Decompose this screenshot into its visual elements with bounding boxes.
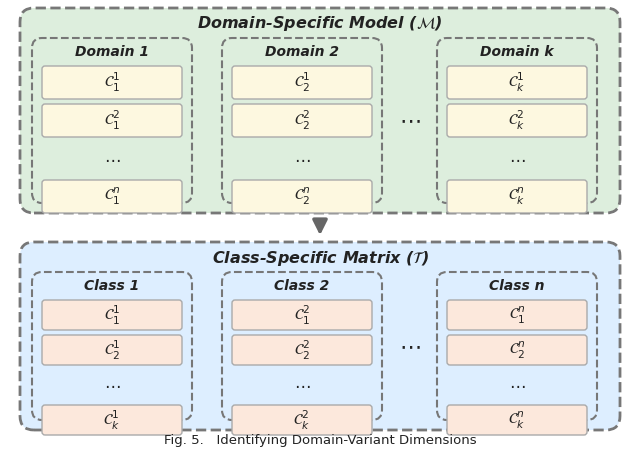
Text: $\mathcal{C}_2^n$: $\mathcal{C}_2^n$ xyxy=(294,186,310,207)
Text: $\mathcal{C}_1^n$: $\mathcal{C}_1^n$ xyxy=(104,186,120,207)
Text: Domain-Specific Model ($\mathcal{M}$): Domain-Specific Model ($\mathcal{M}$) xyxy=(197,14,443,33)
Text: $\cdots$: $\cdots$ xyxy=(294,376,310,394)
FancyBboxPatch shape xyxy=(32,272,192,420)
FancyBboxPatch shape xyxy=(232,300,372,330)
Text: $\cdots$: $\cdots$ xyxy=(509,150,525,167)
FancyBboxPatch shape xyxy=(232,104,372,137)
FancyBboxPatch shape xyxy=(32,38,192,203)
Text: $\cdots$: $\cdots$ xyxy=(509,376,525,394)
Text: Class 2: Class 2 xyxy=(275,279,330,293)
FancyBboxPatch shape xyxy=(232,405,372,435)
Text: $\cdots$: $\cdots$ xyxy=(294,150,310,167)
Text: $\mathcal{C}_2^1$: $\mathcal{C}_2^1$ xyxy=(104,339,120,362)
FancyBboxPatch shape xyxy=(447,66,587,99)
Text: $\mathcal{C}_k^2$: $\mathcal{C}_k^2$ xyxy=(293,408,310,432)
FancyBboxPatch shape xyxy=(42,405,182,435)
FancyBboxPatch shape xyxy=(42,66,182,99)
Text: $\mathcal{C}_1^1$: $\mathcal{C}_1^1$ xyxy=(104,303,120,326)
FancyBboxPatch shape xyxy=(222,38,382,203)
Text: $\cdots$: $\cdots$ xyxy=(399,336,420,356)
Text: Domain 2: Domain 2 xyxy=(265,45,339,59)
FancyBboxPatch shape xyxy=(447,300,587,330)
Text: $\mathcal{C}_2^n$: $\mathcal{C}_2^n$ xyxy=(509,339,525,360)
FancyBboxPatch shape xyxy=(20,242,620,430)
Text: $\mathcal{C}_k^1$: $\mathcal{C}_k^1$ xyxy=(508,71,525,94)
Text: Class-Specific Matrix ($\mathcal{T}$): Class-Specific Matrix ($\mathcal{T}$) xyxy=(212,248,428,267)
FancyBboxPatch shape xyxy=(222,272,382,420)
Text: Class n: Class n xyxy=(489,279,545,293)
Text: $\mathcal{C}_2^2$: $\mathcal{C}_2^2$ xyxy=(294,339,310,362)
Text: $\mathcal{C}_k^n$: $\mathcal{C}_k^n$ xyxy=(508,410,525,431)
Text: Fig. 5.   Identifying Domain-Variant Dimensions: Fig. 5. Identifying Domain-Variant Dimen… xyxy=(164,433,476,446)
FancyBboxPatch shape xyxy=(447,405,587,435)
Text: Domain 1: Domain 1 xyxy=(75,45,149,59)
Text: $\cdots$: $\cdots$ xyxy=(399,111,420,131)
FancyBboxPatch shape xyxy=(232,335,372,365)
FancyBboxPatch shape xyxy=(42,335,182,365)
Text: Class 1: Class 1 xyxy=(84,279,140,293)
Text: $\cdots$: $\cdots$ xyxy=(104,150,120,167)
Text: $\mathcal{C}_2^2$: $\mathcal{C}_2^2$ xyxy=(294,109,310,132)
FancyBboxPatch shape xyxy=(42,180,182,213)
Text: $\mathcal{C}_k^2$: $\mathcal{C}_k^2$ xyxy=(508,109,525,132)
Text: $\mathcal{C}_k^n$: $\mathcal{C}_k^n$ xyxy=(508,186,525,207)
Text: $\mathcal{C}_1^2$: $\mathcal{C}_1^2$ xyxy=(294,303,310,326)
FancyBboxPatch shape xyxy=(232,180,372,213)
FancyBboxPatch shape xyxy=(447,180,587,213)
FancyBboxPatch shape xyxy=(20,8,620,213)
FancyBboxPatch shape xyxy=(437,272,597,420)
FancyBboxPatch shape xyxy=(447,104,587,137)
FancyBboxPatch shape xyxy=(437,38,597,203)
FancyBboxPatch shape xyxy=(447,335,587,365)
Text: Domain k: Domain k xyxy=(480,45,554,59)
FancyBboxPatch shape xyxy=(232,66,372,99)
FancyBboxPatch shape xyxy=(42,104,182,137)
Text: $\mathcal{C}_1^n$: $\mathcal{C}_1^n$ xyxy=(509,305,525,325)
FancyBboxPatch shape xyxy=(42,300,182,330)
Text: $\mathcal{C}_2^1$: $\mathcal{C}_2^1$ xyxy=(294,71,310,94)
Text: $\mathcal{C}_1^2$: $\mathcal{C}_1^2$ xyxy=(104,109,120,132)
Text: $\mathcal{C}_1^1$: $\mathcal{C}_1^1$ xyxy=(104,71,120,94)
Text: $\cdots$: $\cdots$ xyxy=(104,376,120,394)
Text: $\mathcal{C}_k^1$: $\mathcal{C}_k^1$ xyxy=(103,408,121,432)
